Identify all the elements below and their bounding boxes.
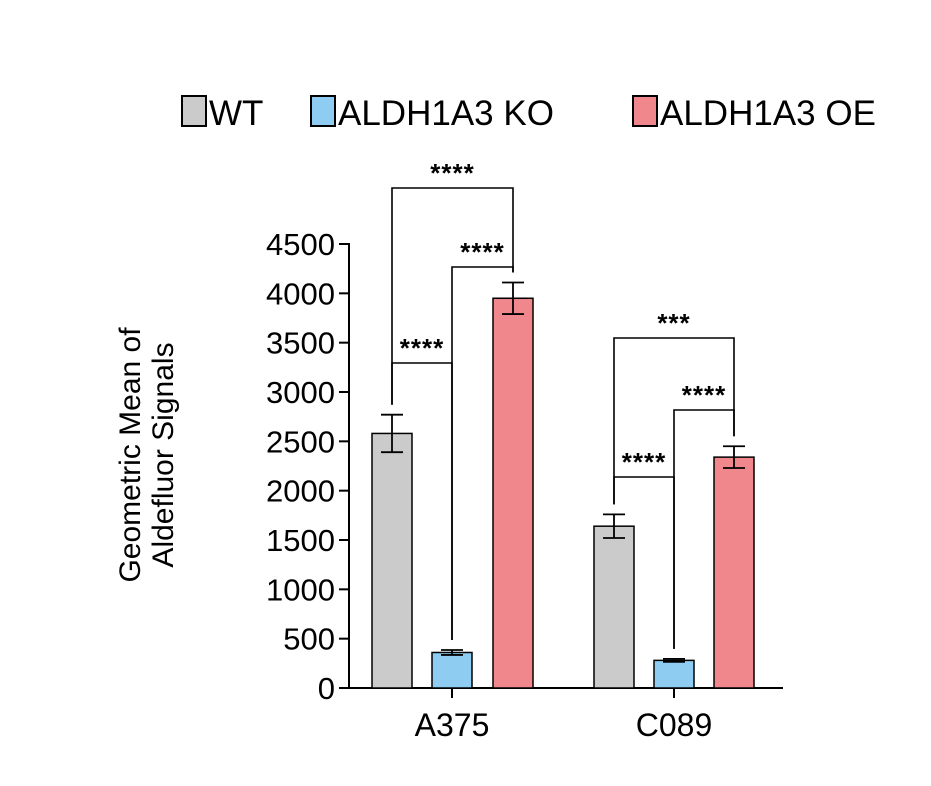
y-tick-label: 2500 [266,424,335,459]
significance-brackets: *********************** [391,158,735,649]
x-axis: A375 C089 [349,687,783,743]
y-tick-label: 3500 [266,326,335,361]
bar [713,456,755,689]
significance-label: **** [430,158,474,188]
significance-bracket [613,337,735,505]
y-axis-label: Geometric Mean ofAldefluor Signals [114,327,180,583]
y-tick-label: 4500 [266,227,335,262]
significance-label: **** [682,380,726,410]
significance-label: **** [460,237,504,267]
legend-label: WT [209,94,263,133]
y-tick-label: 4000 [266,276,335,311]
significance-label: **** [622,447,666,477]
y-tick-label: 1500 [266,523,335,558]
legend-swatch [310,95,336,127]
y-axis: 0 500 1000 1500 2000 2500 3000 3500 4000 4500 [266,227,350,706]
legend-label: ALDH1A3 KO [338,94,554,133]
y-axis-label-line: Aldefluor Signals [147,342,180,567]
bar [431,651,473,689]
significance-bracket [391,187,514,405]
y-tick-label: 3000 [266,375,335,410]
bar [653,659,695,689]
legend-swatch [632,95,658,127]
x-tick-label: C089 [636,707,713,743]
bar [371,432,413,689]
bar [492,297,534,689]
y-tick-label: 1000 [266,572,335,607]
y-tick-label: 500 [283,622,335,657]
significance-label: *** [657,308,690,338]
x-tick-label: A375 [415,707,490,743]
legend-label: ALDH1A3 OE [660,94,876,133]
legend-swatch [181,95,207,127]
bars [371,281,755,689]
significance-label: **** [400,333,444,363]
legend: WT ALDH1A3 KO ALDH1A3 OE [181,94,876,133]
y-tick-label: 2000 [266,474,335,509]
y-tick-label: 0 [318,671,335,706]
bar [593,525,635,689]
y-axis-label-line: Geometric Mean of [114,327,147,583]
